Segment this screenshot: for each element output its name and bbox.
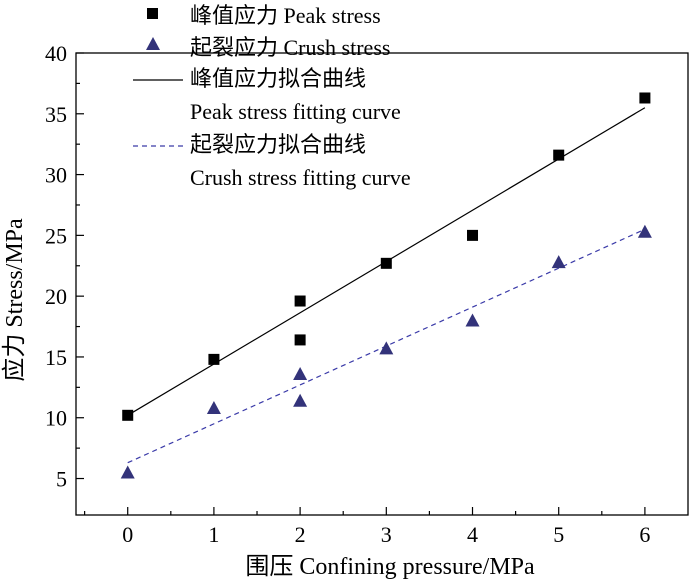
- legend-label-crush-fit-en: Crush stress fitting curve: [190, 165, 411, 190]
- y-tick-label: 15: [45, 345, 67, 370]
- crush-stress-point: [206, 401, 221, 415]
- y-tick-label: 30: [45, 163, 67, 188]
- legend-marker-peak: [147, 8, 158, 19]
- x-tick-label: 1: [208, 522, 219, 547]
- legend-label-peak-fit: 峰值应力拟合曲线: [190, 66, 366, 91]
- peak-stress-point: [380, 257, 392, 269]
- y-tick-label: 20: [45, 284, 67, 309]
- legend-label-crush: 起裂应力 Crush stress: [190, 35, 390, 60]
- y-axis-title: 应力 Stress/MPa: [1, 218, 28, 382]
- peak-stress-point: [467, 229, 479, 241]
- peak-stress-point: [208, 353, 220, 365]
- peak-stress-point: [294, 295, 306, 307]
- peak-stress-point: [639, 92, 651, 104]
- x-tick-label: 6: [639, 522, 650, 547]
- legend-marker-crush: [146, 37, 160, 50]
- peak-stress-point: [553, 149, 565, 161]
- x-tick-label: 0: [122, 522, 133, 547]
- x-tick-label: 5: [553, 522, 564, 547]
- fit-lines: [127, 107, 646, 464]
- plot-frame: [75, 52, 689, 516]
- x-tick-label: 3: [381, 522, 392, 547]
- crush-stress-point: [637, 224, 652, 238]
- legend-label-peak-fit-en: Peak stress fitting curve: [190, 99, 401, 124]
- crush-stress-point: [551, 255, 566, 269]
- legend-label-peak: 峰值应力 Peak stress: [190, 3, 381, 28]
- x-tick-label: 2: [295, 522, 306, 547]
- crush-stress-point: [293, 393, 308, 407]
- y-tick-label: 40: [45, 41, 67, 66]
- crush-stress-point: [293, 366, 308, 380]
- legend: 峰值应力 Peak stress 起裂应力 Crush stress 峰值应力拟…: [133, 3, 411, 190]
- data-points: [120, 92, 652, 479]
- axis-ticks: 0 1 2 3 4 5 6 5 10 15 20 25 30 35 40: [45, 41, 650, 547]
- x-tick-label: 4: [467, 522, 478, 547]
- y-tick-label: 5: [56, 467, 67, 492]
- x-axis-title: 围压 Confining pressure/MPa: [245, 554, 535, 580]
- y-tick-label: 10: [45, 406, 67, 431]
- crush-stress-point: [379, 341, 394, 355]
- peak-stress-point: [294, 334, 306, 346]
- y-tick-label: 35: [45, 102, 67, 127]
- y-tick-label: 25: [45, 223, 67, 248]
- legend-label-crush-fit: 起裂应力拟合曲线: [190, 132, 366, 157]
- peak-stress-point: [122, 409, 134, 421]
- crush-stress-point: [465, 313, 480, 327]
- crush-stress-point: [120, 465, 135, 479]
